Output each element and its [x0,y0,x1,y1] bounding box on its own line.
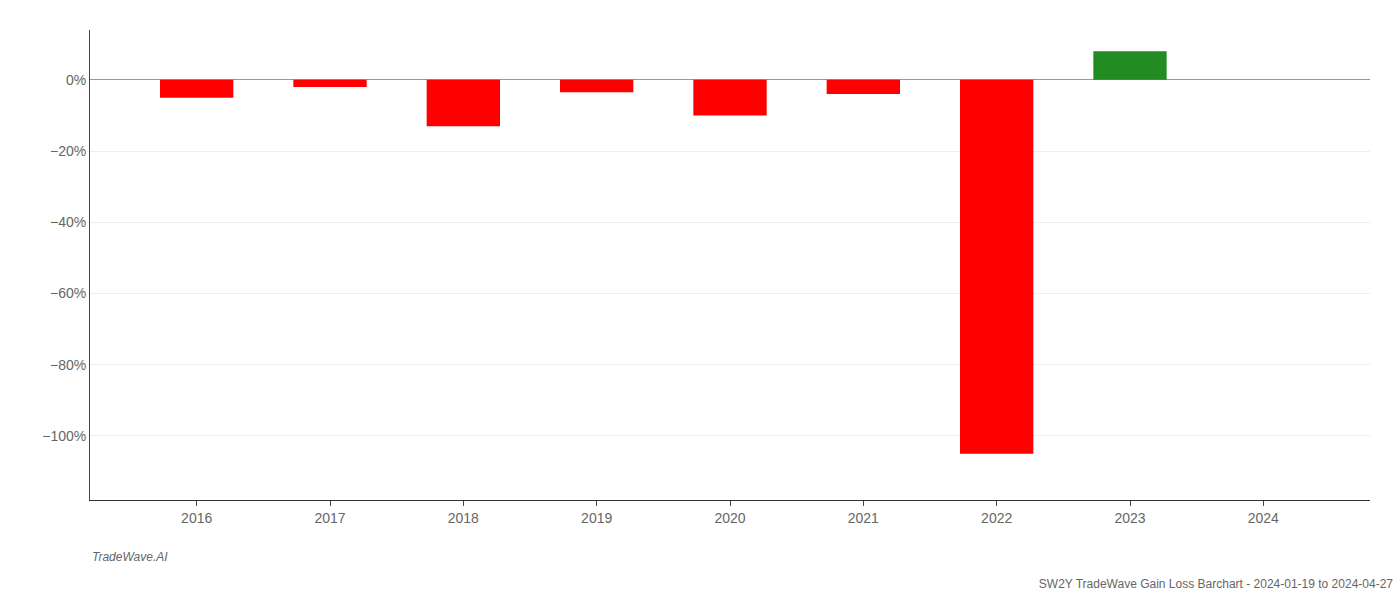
svg-text:2022: 2022 [981,510,1012,526]
svg-text:2020: 2020 [714,510,745,526]
svg-text:−40%: −40% [50,214,86,230]
svg-text:−60%: −60% [50,285,86,301]
svg-text:2024: 2024 [1248,510,1279,526]
svg-text:SW2Y TradeWave Gain Loss Barch: SW2Y TradeWave Gain Loss Barchart - 2024… [1039,577,1394,591]
svg-text:2018: 2018 [448,510,479,526]
svg-text:−20%: −20% [50,143,86,159]
svg-text:2023: 2023 [1114,510,1145,526]
svg-text:−100%: −100% [42,428,86,444]
svg-text:2017: 2017 [314,510,345,526]
svg-text:2016: 2016 [181,510,212,526]
svg-text:TradeWave.AI: TradeWave.AI [92,550,168,564]
svg-text:2019: 2019 [581,510,612,526]
svg-text:0%: 0% [66,72,86,88]
svg-text:2021: 2021 [848,510,879,526]
svg-text:−80%: −80% [50,357,86,373]
